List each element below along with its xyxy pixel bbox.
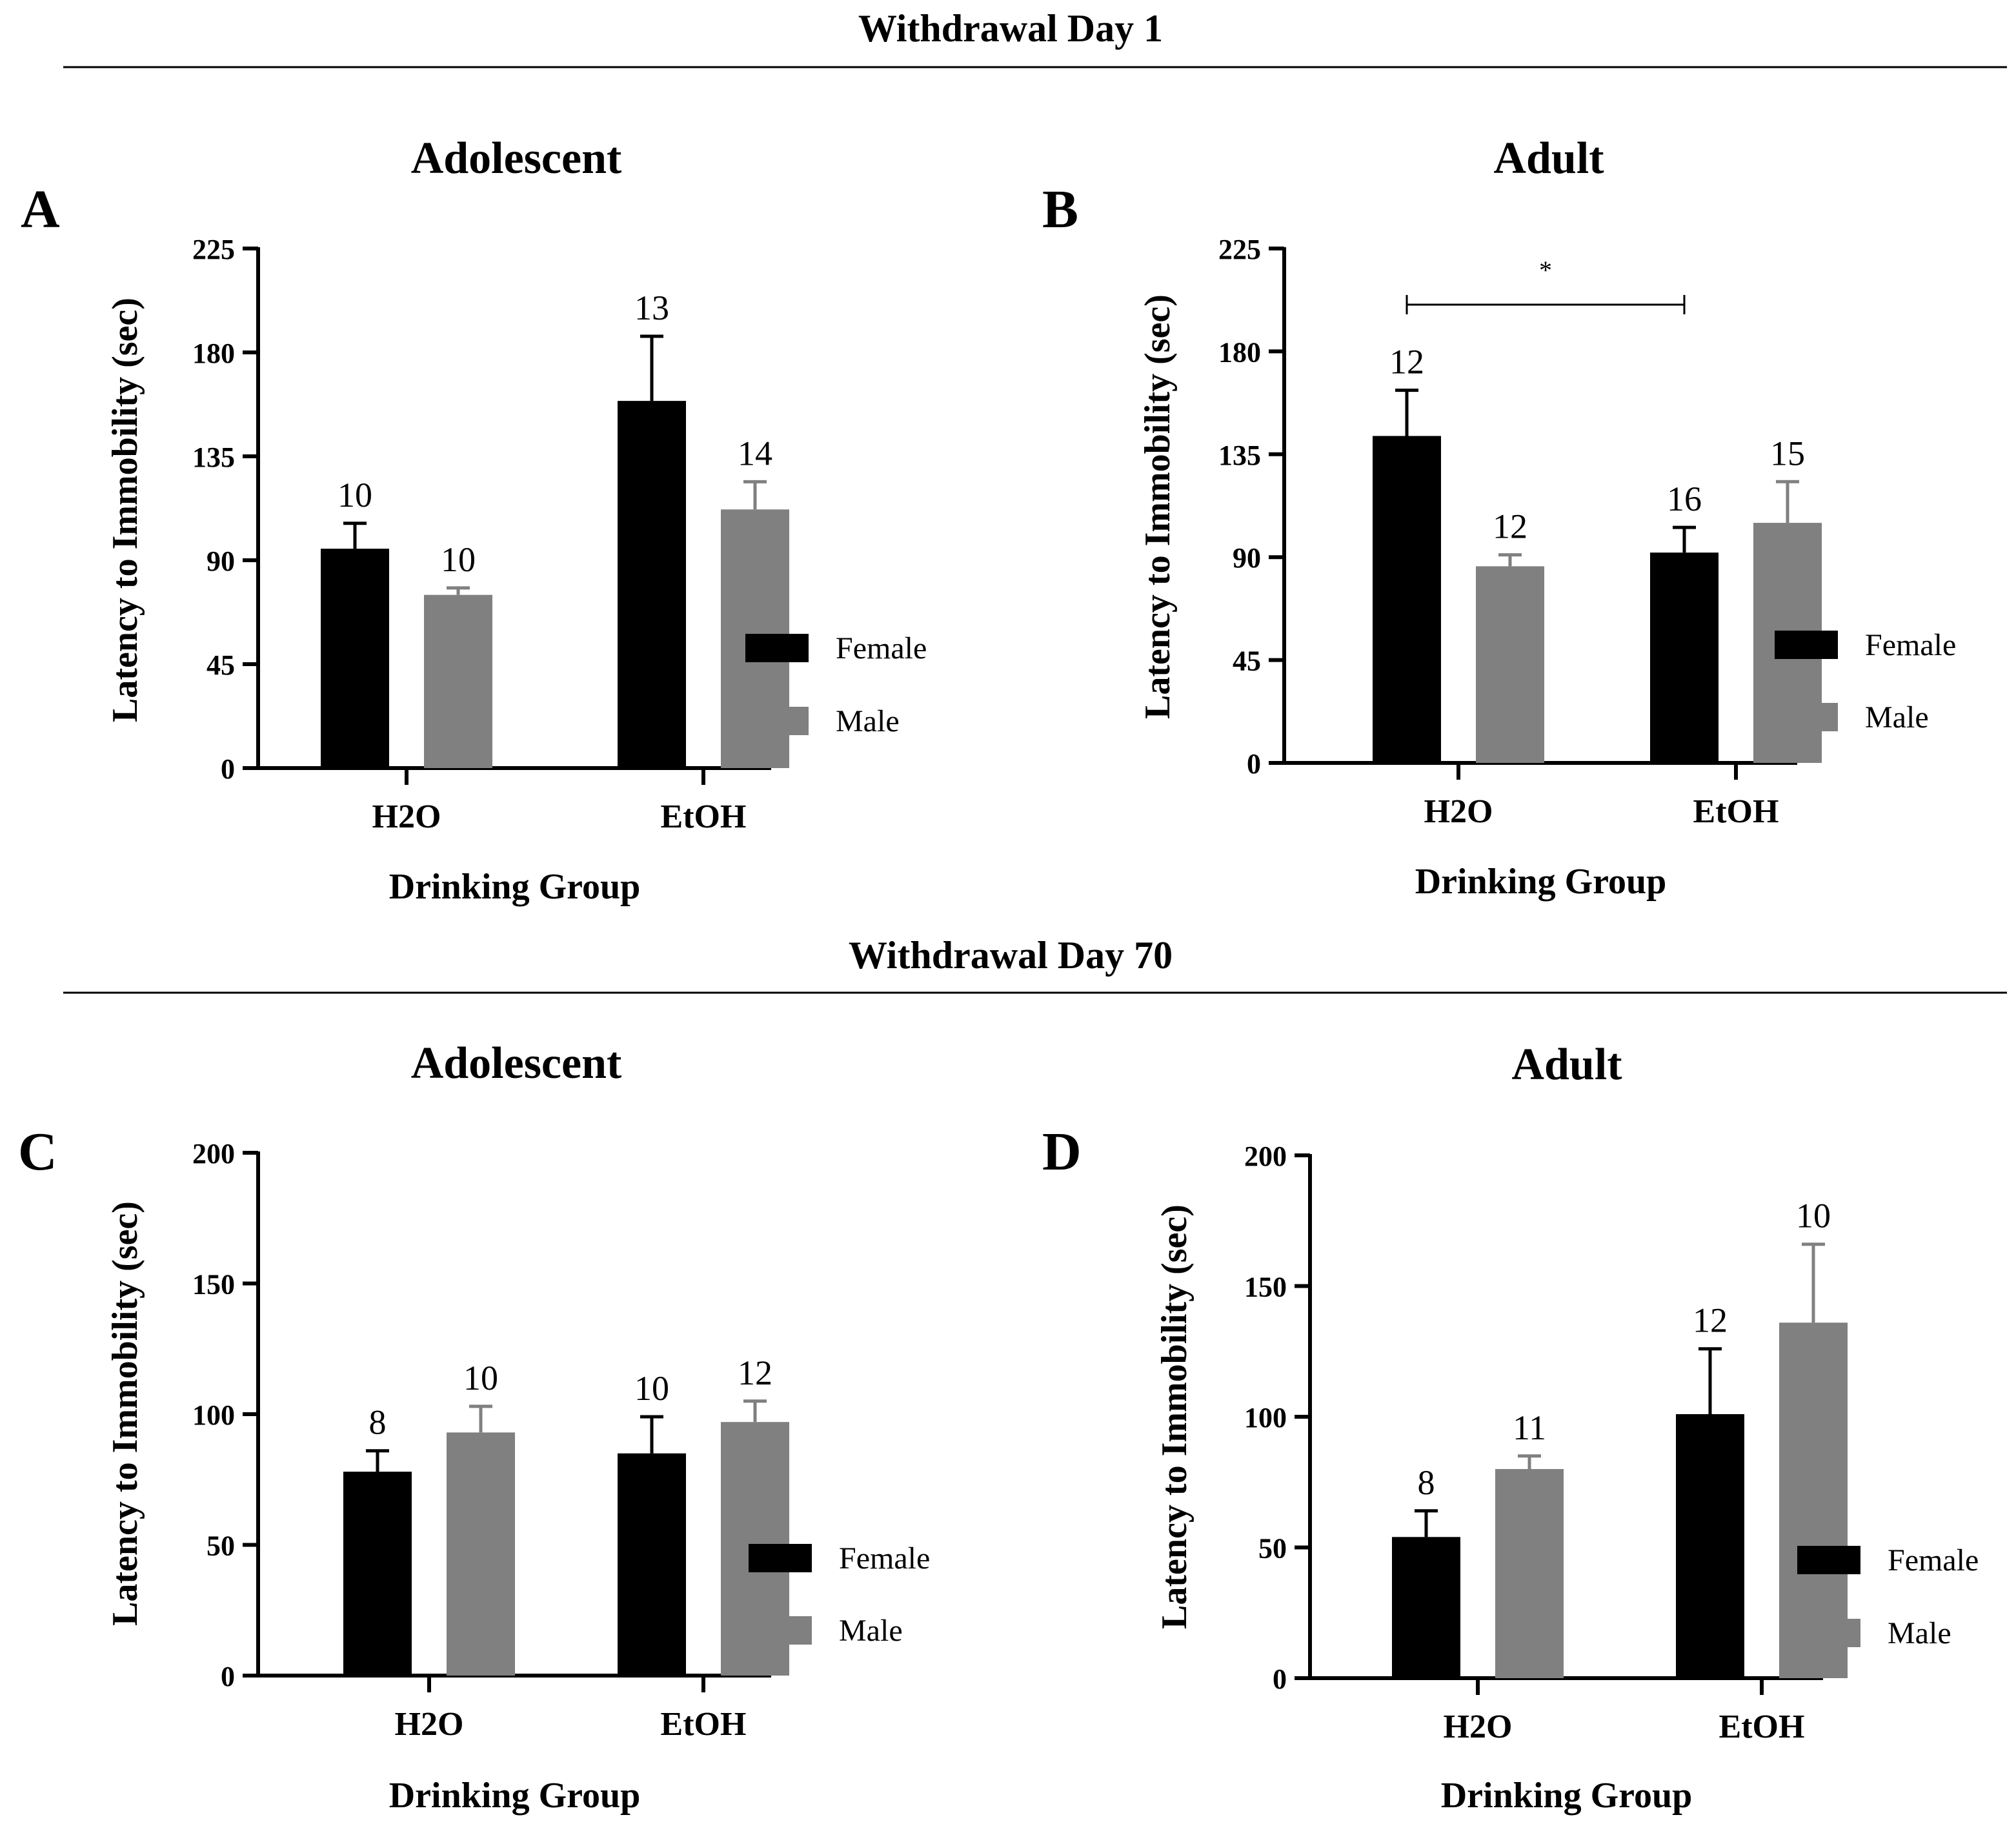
y-tick-label: 90 bbox=[207, 545, 235, 577]
y-tick-label: 0 bbox=[1247, 748, 1261, 780]
bar-male-h2o bbox=[1476, 566, 1544, 763]
y-tick-label: 200 bbox=[192, 1138, 235, 1170]
bar-female-etoh bbox=[618, 401, 686, 768]
legend-label-female: Female bbox=[839, 1541, 930, 1576]
section-title-day70: Withdrawal Day 70 bbox=[849, 934, 1173, 977]
bar-female-h2o bbox=[343, 1472, 412, 1676]
legend-swatch-male bbox=[1775, 703, 1838, 731]
y-tick-label: 135 bbox=[192, 441, 235, 473]
sample-size-label: 10 bbox=[1796, 1197, 1831, 1235]
x-axis-label: Drinking Group bbox=[389, 1776, 641, 1816]
panel-letter: B bbox=[1042, 179, 1078, 239]
x-tick-label: H2O bbox=[372, 798, 441, 835]
panel-title: Adult bbox=[1511, 1040, 1622, 1090]
y-tick-label: 50 bbox=[1258, 1533, 1287, 1565]
y-tick-label: 180 bbox=[1218, 336, 1261, 368]
bar-female-etoh bbox=[1650, 553, 1719, 763]
y-axis-label: Latency to Immobility (sec) bbox=[105, 298, 145, 722]
legend-label-male: Male bbox=[836, 704, 900, 738]
y-tick-label: 45 bbox=[1233, 645, 1261, 677]
sample-size-label: 13 bbox=[634, 289, 669, 327]
y-tick-label: 150 bbox=[1244, 1272, 1287, 1303]
chart-panel-c: C Adolescent 0 50 100 150 200 H2O EtOH 8 10 10 12 Fem… bbox=[18, 1039, 930, 1816]
x-tick-label: H2O bbox=[1444, 1708, 1513, 1745]
y-tick-label: 100 bbox=[1244, 1402, 1287, 1434]
sample-size-label: 15 bbox=[1770, 434, 1805, 472]
sample-size-label: 10 bbox=[634, 1369, 669, 1408]
legend-label-female: Female bbox=[836, 631, 927, 665]
panel-title: Adolescent bbox=[411, 134, 622, 183]
legend-swatch-female bbox=[745, 634, 809, 662]
x-tick-label: EtOH bbox=[661, 798, 747, 835]
legend-label-female: Female bbox=[1888, 1543, 1979, 1577]
x-tick-label: EtOH bbox=[661, 1706, 747, 1743]
legend-swatch-male bbox=[1797, 1619, 1860, 1647]
sample-size-label: 12 bbox=[738, 1353, 772, 1392]
sample-size-label: 12 bbox=[1693, 1301, 1728, 1340]
sample-size-label: 10 bbox=[463, 1359, 498, 1397]
bar-female-h2o bbox=[321, 549, 389, 768]
legend-label-female: Female bbox=[1865, 628, 1956, 662]
chart-panels: A Adolescent 0 45 90 135 180 225 H2O EtOH 10 13 10 14… bbox=[18, 134, 1979, 1816]
panel-letter: C bbox=[18, 1122, 57, 1182]
x-tick-label: EtOH bbox=[1719, 1708, 1805, 1745]
x-axis-label: Drinking Group bbox=[1441, 1776, 1693, 1816]
sample-size-label: 8 bbox=[369, 1403, 387, 1442]
bar-female-etoh bbox=[618, 1453, 686, 1676]
y-tick-label: 200 bbox=[1244, 1141, 1287, 1172]
legend-label-male: Male bbox=[1865, 700, 1929, 735]
y-tick-label: 225 bbox=[192, 234, 235, 265]
bar-female-etoh bbox=[1676, 1414, 1744, 1678]
sample-size-label: 16 bbox=[1667, 480, 1702, 518]
sample-size-label: 12 bbox=[1493, 507, 1527, 546]
y-axis-label: Latency to Immobility (sec) bbox=[1154, 1204, 1194, 1629]
x-axis-label: Drinking Group bbox=[389, 867, 641, 907]
legend-label-male: Male bbox=[1888, 1616, 1951, 1650]
bar-female-h2o bbox=[1392, 1537, 1460, 1678]
legend-swatch-female bbox=[1797, 1546, 1860, 1574]
legend-swatch-female bbox=[1775, 631, 1838, 659]
y-tick-label: 90 bbox=[1233, 542, 1261, 574]
panel-letter: A bbox=[21, 179, 60, 239]
bar-male-h2o bbox=[1495, 1469, 1564, 1678]
panel-title: Adolescent bbox=[411, 1039, 622, 1088]
sample-size-label: 10 bbox=[338, 476, 372, 514]
section-title-day1: Withdrawal Day 1 bbox=[858, 7, 1163, 50]
x-tick-label: H2O bbox=[1424, 793, 1493, 830]
x-axis-label: Drinking Group bbox=[1415, 862, 1667, 902]
significance-marker: * bbox=[1539, 256, 1552, 285]
panel-letter: D bbox=[1042, 1122, 1082, 1182]
y-tick-label: 45 bbox=[207, 649, 235, 681]
sample-size-label: 14 bbox=[738, 434, 772, 472]
y-tick-label: 0 bbox=[1273, 1663, 1287, 1695]
sample-size-label: 10 bbox=[441, 540, 476, 579]
y-tick-label: 135 bbox=[1218, 440, 1261, 471]
bar-female-h2o bbox=[1373, 436, 1441, 763]
y-tick-label: 150 bbox=[192, 1269, 235, 1301]
x-tick-label: EtOH bbox=[1693, 793, 1779, 830]
y-tick-label: 0 bbox=[221, 753, 235, 785]
sample-size-label: 12 bbox=[1389, 343, 1424, 381]
bar-male-h2o bbox=[424, 594, 492, 768]
sample-size-label: 8 bbox=[1418, 1463, 1435, 1502]
chart-panel-d: D Adult 0 50 100 150 200 H2O EtOH 8 12 11 10 Female Ma… bbox=[1042, 1040, 1979, 1816]
chart-panel-a: A Adolescent 0 45 90 135 180 225 H2O EtOH 10 13 10 14… bbox=[21, 134, 927, 907]
y-tick-label: 180 bbox=[192, 338, 235, 369]
bar-male-h2o bbox=[447, 1432, 515, 1676]
legend-swatch-female bbox=[749, 1544, 812, 1572]
y-axis-label: Latency to Immobility (sec) bbox=[105, 1201, 145, 1626]
y-axis-label: Latency to Immobility (sec) bbox=[1138, 294, 1178, 719]
legend-swatch-male bbox=[749, 1616, 812, 1645]
x-tick-label: H2O bbox=[395, 1706, 464, 1743]
y-tick-label: 50 bbox=[207, 1530, 235, 1562]
legend-label-male: Male bbox=[839, 1614, 903, 1648]
y-tick-label: 0 bbox=[221, 1661, 235, 1692]
legend-swatch-male bbox=[745, 707, 809, 735]
panel-title: Adult bbox=[1493, 134, 1604, 183]
y-tick-label: 225 bbox=[1218, 234, 1261, 265]
sample-size-label: 11 bbox=[1513, 1408, 1546, 1447]
chart-panel-b: B Adult 0 45 90 135 180 225 H2O EtOH 12 16 12 15 * Fema… bbox=[1042, 134, 1956, 902]
y-tick-label: 100 bbox=[192, 1399, 235, 1431]
